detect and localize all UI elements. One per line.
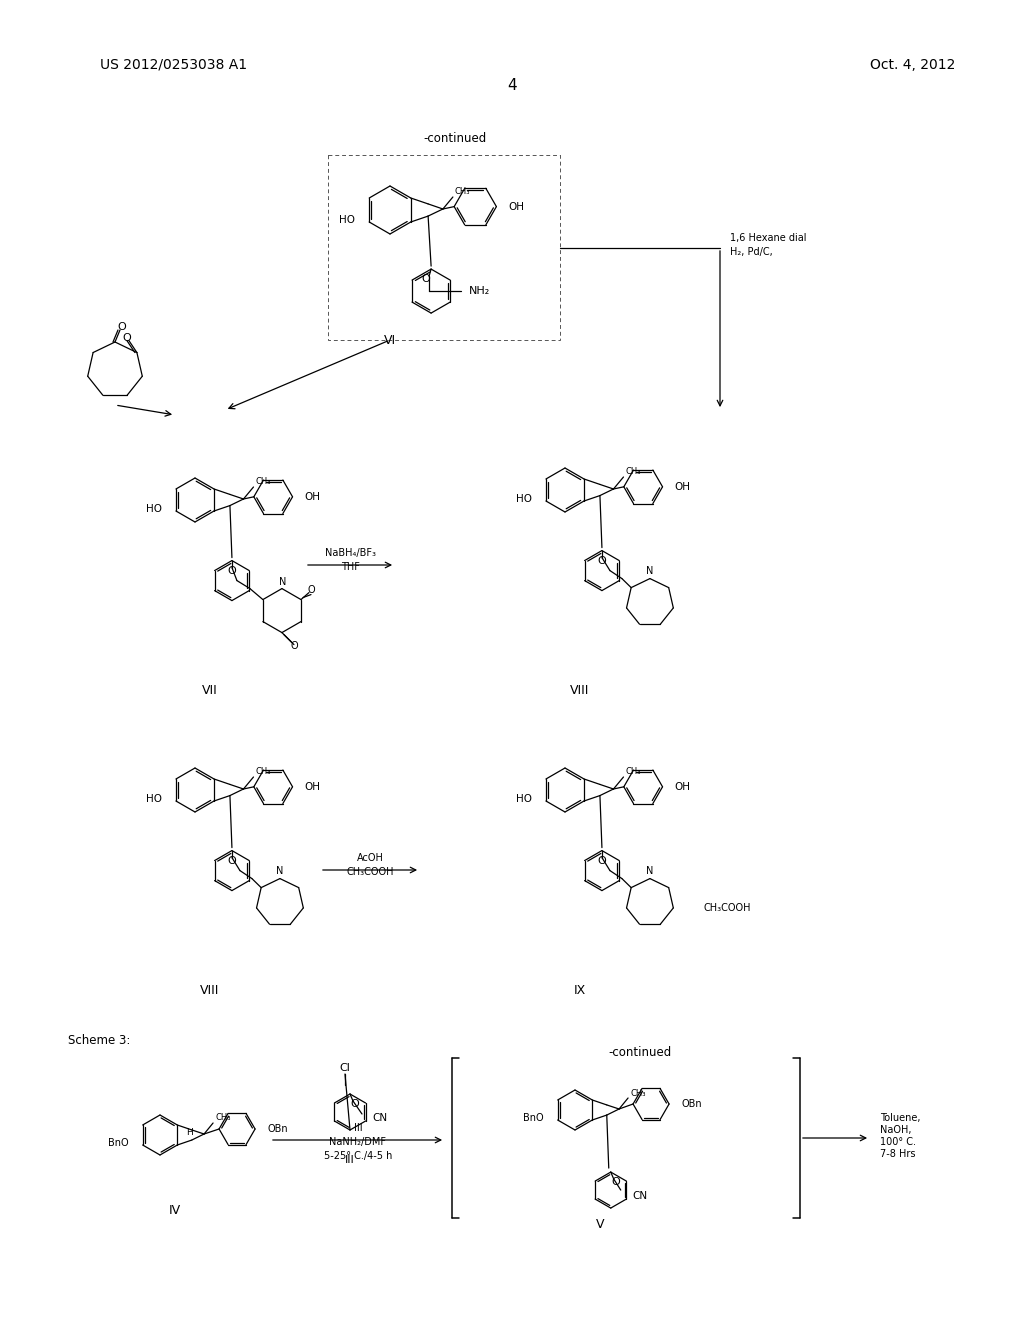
Text: OH: OH [675,482,690,492]
Text: HO: HO [516,494,531,504]
Text: CH₃: CH₃ [630,1089,645,1097]
Text: N: N [646,866,653,875]
Text: HO: HO [146,795,162,804]
Text: CH₃: CH₃ [255,767,271,776]
Text: O: O [598,556,606,565]
Text: O: O [227,855,237,866]
Text: V: V [596,1218,604,1232]
Text: 4: 4 [507,78,517,92]
Text: CH₃: CH₃ [215,1114,230,1122]
Text: O: O [118,322,126,333]
Text: O: O [422,275,430,284]
Text: CH₃: CH₃ [626,767,641,776]
Text: CN: CN [633,1191,648,1201]
Text: IV: IV [169,1204,181,1217]
Text: O: O [290,640,298,651]
Text: Oct. 4, 2012: Oct. 4, 2012 [870,58,955,73]
Text: NaOH,: NaOH, [880,1125,911,1135]
Text: IX: IX [573,983,586,997]
Text: H: H [186,1127,194,1137]
Text: NH₂: NH₂ [469,286,490,296]
Text: CH₃: CH₃ [626,467,641,477]
Text: Cl: Cl [340,1063,350,1073]
Text: 7-8 Hrs: 7-8 Hrs [880,1148,915,1159]
Text: N: N [280,577,287,586]
Text: CH₃COOH: CH₃COOH [346,867,394,876]
Text: US 2012/0253038 A1: US 2012/0253038 A1 [100,58,247,73]
Text: OH: OH [675,781,690,792]
Text: -continued: -continued [423,132,486,144]
Text: HO: HO [516,795,531,804]
Text: O: O [307,585,314,594]
Text: HO: HO [339,215,355,224]
Text: OH: OH [508,202,524,211]
Text: CH₃: CH₃ [255,478,271,487]
Text: VII: VII [202,684,218,697]
Text: Scheme 3:: Scheme 3: [68,1034,130,1047]
Text: CN: CN [372,1113,387,1123]
Text: -continued: -continued [608,1045,672,1059]
Text: BnO: BnO [523,1113,544,1123]
Text: 100° C.: 100° C. [880,1137,916,1147]
Text: AcOH: AcOH [356,853,383,863]
Text: N: N [276,866,284,875]
Text: CH₃: CH₃ [455,187,470,197]
Text: VIII: VIII [570,684,590,697]
Text: HO: HO [146,504,162,513]
Text: NaBH₄/BF₃: NaBH₄/BF₃ [325,548,376,558]
Text: O: O [227,565,237,576]
Text: VIII: VIII [201,983,220,997]
Text: CH₃COOH: CH₃COOH [703,903,752,912]
Text: O: O [598,855,606,866]
Text: OH: OH [304,781,321,792]
Text: Toluene,: Toluene, [880,1113,921,1123]
Text: OBn: OBn [681,1100,701,1109]
Text: 1,6 Hexane dial: 1,6 Hexane dial [730,234,807,243]
Text: III: III [353,1123,362,1133]
Text: VI: VI [384,334,396,346]
Text: H₂, Pd/C,: H₂, Pd/C, [730,247,773,257]
Text: N: N [646,565,653,576]
Text: OBn: OBn [267,1125,288,1134]
Text: OH: OH [304,492,321,502]
Text: BnO: BnO [109,1138,129,1148]
Text: O: O [611,1177,621,1187]
Text: 5-25° C./4-5 h: 5-25° C./4-5 h [324,1151,392,1162]
Text: THF: THF [341,562,359,572]
Text: NaNH₂/DMF: NaNH₂/DMF [330,1137,386,1147]
Text: III: III [345,1155,355,1166]
Text: O: O [123,333,131,343]
Text: O: O [350,1100,359,1109]
